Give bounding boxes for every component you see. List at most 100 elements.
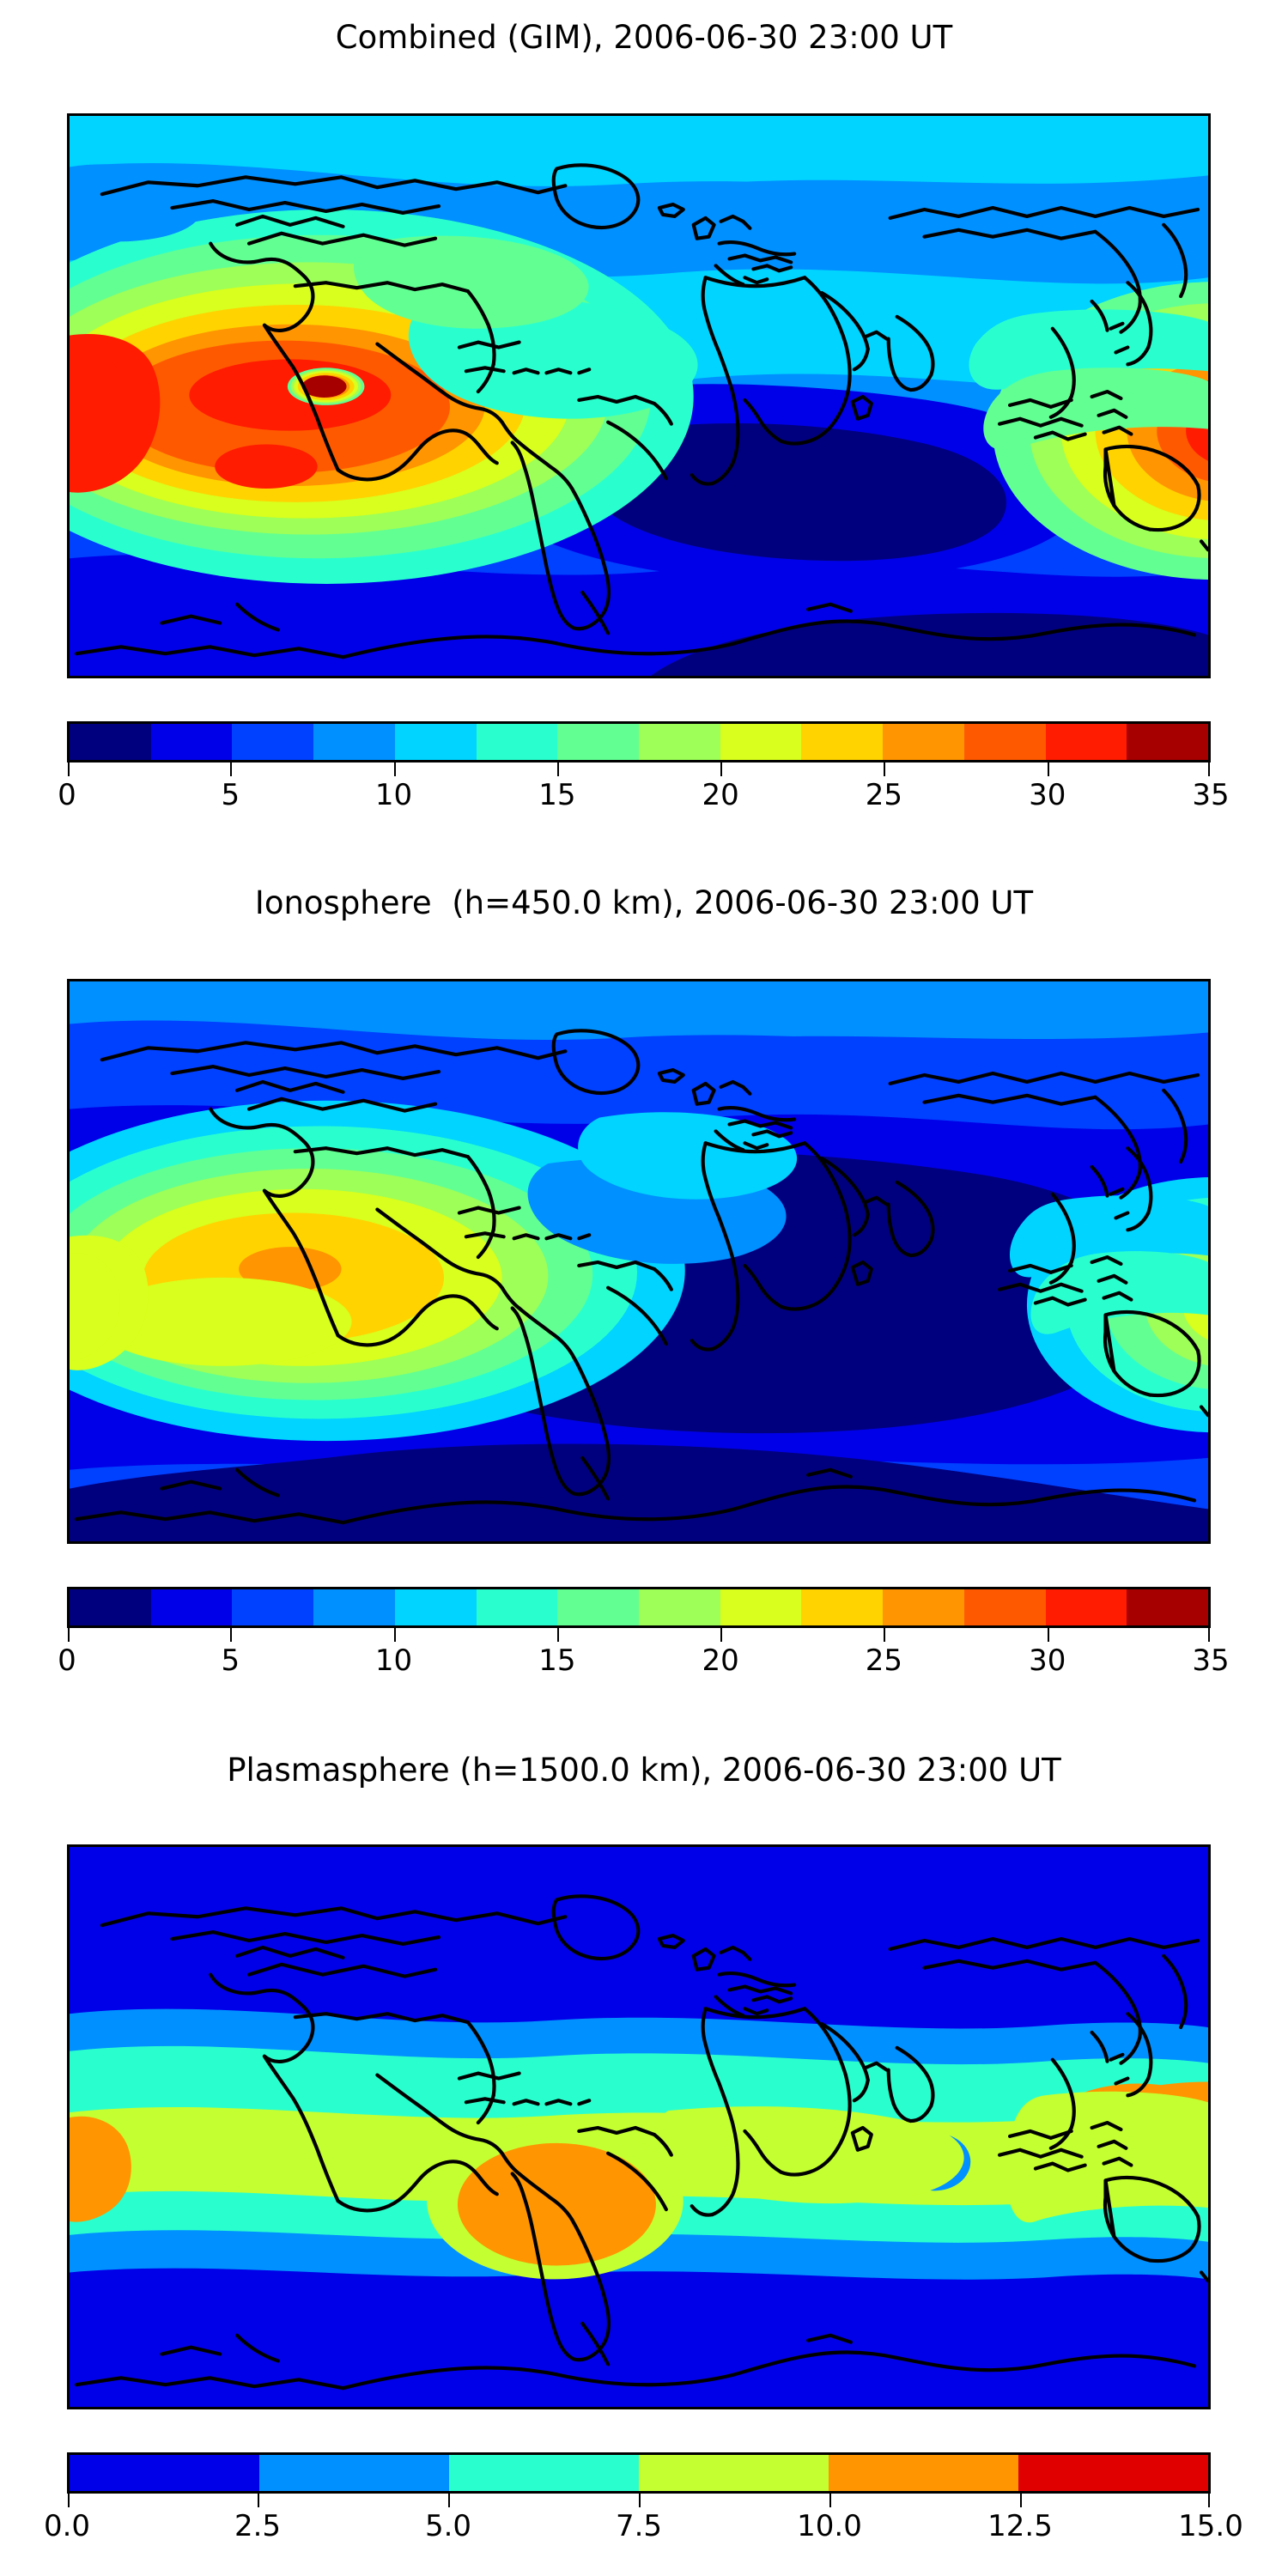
colorbar-cell-7 — [639, 724, 720, 760]
panel-title-combined-gim: Combined (GIM), 2006-06-30 23:00 UT — [335, 19, 953, 56]
colorbar-tick-label-3: 15 — [538, 1643, 576, 1678]
colorbar-tick-0 — [68, 1628, 70, 1642]
colorbar-ionosphere: 0 5 10 15 20 25 30 35 — [58, 1587, 1230, 1683]
colorbar-tick-label-5: 12.5 — [987, 2509, 1053, 2543]
colorbar-cell-9 — [801, 724, 884, 760]
colorbar-tick-4 — [829, 2494, 831, 2507]
colorbar-cell-5 — [476, 724, 558, 760]
colorbar-tick-label-4: 20 — [702, 1643, 739, 1678]
colorbar-cell-2 — [232, 724, 314, 760]
map-canvas-combined-gim — [70, 116, 1208, 676]
colorbar-cell-1 — [150, 724, 233, 760]
colorbar-tick-label-1: 2.5 — [234, 2509, 282, 2543]
colorbar-cell-4 — [829, 2455, 1018, 2491]
colorbar-cell-4 — [394, 724, 477, 760]
colorbar-tick-2 — [393, 1628, 396, 1642]
coastlines — [74, 163, 1208, 659]
colorbar-tick-3 — [556, 1628, 559, 1642]
map-plasmasphere — [67, 1844, 1211, 2409]
colorbar-plasmasphere: 0.0 2.5 5.0 7.5 10.0 12.5 15.0 — [44, 2452, 1243, 2549]
colorbar-cell-0 — [70, 724, 151, 760]
colorbar-cell-10 — [883, 1589, 964, 1625]
colorbar-cell-1 — [259, 2455, 449, 2491]
colorbar-tick-label-5: 25 — [865, 778, 903, 812]
colorbar-tick-label-7: 35 — [1192, 1643, 1230, 1678]
colorbar-tick-label-4: 10.0 — [797, 2509, 862, 2543]
coastlines — [74, 1029, 1208, 1525]
colorbar-strip-ionosphere — [67, 1587, 1211, 1628]
colorbar-tick-label-3: 15 — [538, 778, 576, 812]
colorbar-tick-6 — [1047, 762, 1049, 776]
colorbar-cell-5 — [476, 1589, 558, 1625]
colorbar-labels-ionosphere: 0 5 10 15 20 25 30 35 — [58, 1642, 1229, 1683]
colorbar-cell-0 — [70, 2455, 259, 2491]
colorbar-tick-label-0: 0 — [58, 1643, 76, 1678]
colorbar-strip-plasmasphere — [67, 2452, 1211, 2494]
colorbar-tick-5 — [884, 762, 886, 776]
colorbar-tick-1 — [258, 2494, 259, 2507]
colorbar-cell-2 — [232, 1589, 314, 1625]
colorbar-tick-label-4: 20 — [702, 778, 739, 812]
colorbar-labels-combined-gim: 0 5 10 15 20 25 30 35 — [58, 776, 1229, 817]
colorbar-tick-label-7: 35 — [1192, 778, 1230, 812]
colorbar-cell-9 — [801, 1589, 884, 1625]
colorbar-tick-7 — [1208, 762, 1210, 776]
colorbar-tick-7 — [1208, 1628, 1210, 1642]
colorbar-tick-label-6: 30 — [1029, 1643, 1066, 1678]
colorbar-cell-12 — [1045, 1589, 1127, 1625]
colorbar-tick-5 — [884, 1628, 886, 1642]
colorbar-tick-4 — [720, 762, 723, 776]
panel-title-plasmasphere: Plasmasphere (h=1500.0 km), 2006-06-30 2… — [227, 1752, 1061, 1789]
map-combined-gim — [67, 113, 1211, 678]
colorbar-tick-1 — [230, 1628, 233, 1642]
colorbar-tick-label-2: 5.0 — [424, 2509, 472, 2543]
colorbar-cell-11 — [963, 1589, 1046, 1625]
colorbar-ticks-plasmasphere — [67, 2494, 1211, 2507]
colorbar-tick-label-1: 5 — [221, 1643, 240, 1678]
map-ionosphere — [67, 979, 1211, 1544]
colorbar-combined-gim: 0 5 10 15 20 25 30 35 — [58, 721, 1230, 817]
map-canvas-plasmasphere — [70, 1847, 1208, 2407]
colorbar-tick-6 — [1208, 2494, 1210, 2507]
colorbar-cell-13 — [1127, 724, 1209, 760]
colorbar-ticks-ionosphere — [67, 1628, 1211, 1642]
coastlines — [74, 1894, 1208, 2391]
colorbar-cell-4 — [394, 1589, 477, 1625]
colorbar-tick-2 — [448, 2494, 450, 2507]
colorbar-cell-6 — [557, 1589, 640, 1625]
colorbar-tick-label-2: 10 — [374, 778, 413, 812]
colorbar-tick-label-0: 0.0 — [43, 2509, 91, 2543]
colorbar-tick-label-1: 5 — [221, 778, 240, 812]
colorbar-cell-0 — [70, 1589, 151, 1625]
colorbar-tick-4 — [720, 1628, 723, 1642]
colorbar-tick-label-6: 15.0 — [1178, 2509, 1243, 2543]
colorbar-tick-1 — [230, 762, 233, 776]
panel-title-ionosphere: Ionosphere (h=450.0 km), 2006-06-30 23:0… — [254, 884, 1034, 921]
colorbar-tick-6 — [1047, 1628, 1049, 1642]
colorbar-ticks-combined-gim — [67, 762, 1211, 776]
map-canvas-ionosphere — [70, 981, 1208, 1541]
colorbar-cell-3 — [313, 724, 395, 760]
colorbar-cell-8 — [720, 724, 802, 760]
colorbar-tick-3 — [556, 762, 559, 776]
colorbar-tick-0 — [68, 2494, 70, 2507]
colorbar-tick-label-5: 25 — [865, 1643, 903, 1678]
colorbar-cell-3 — [639, 2455, 829, 2491]
colorbar-cell-13 — [1127, 1589, 1209, 1625]
colorbar-tick-0 — [68, 762, 70, 776]
colorbar-strip-combined-gim — [67, 721, 1211, 762]
colorbar-cell-1 — [150, 1589, 233, 1625]
colorbar-cell-6 — [557, 724, 640, 760]
colorbar-tick-label-6: 30 — [1029, 778, 1066, 812]
colorbar-tick-label-2: 10 — [374, 1643, 413, 1678]
colorbar-tick-label-3: 7.5 — [615, 2509, 663, 2543]
colorbar-cell-10 — [883, 724, 964, 760]
colorbar-cell-11 — [963, 724, 1046, 760]
colorbar-tick-5 — [1020, 2494, 1022, 2507]
colorbar-cell-12 — [1045, 724, 1127, 760]
colorbar-cell-7 — [639, 1589, 720, 1625]
colorbar-tick-3 — [639, 2494, 641, 2507]
colorbar-cell-3 — [313, 1589, 395, 1625]
colorbar-tick-2 — [393, 762, 396, 776]
